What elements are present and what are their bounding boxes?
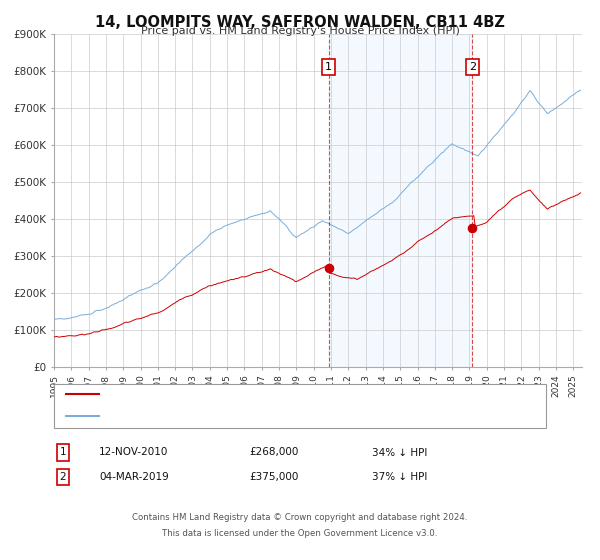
Point: [467, 223, 477, 232]
Point: [324, 263, 334, 272]
Text: 1: 1: [59, 447, 67, 458]
Text: 1: 1: [325, 62, 332, 72]
Text: 12-NOV-2010: 12-NOV-2010: [99, 447, 169, 458]
Text: 37% ↓ HPI: 37% ↓ HPI: [372, 472, 427, 482]
Text: 34% ↓ HPI: 34% ↓ HPI: [372, 447, 427, 458]
Text: HPI: Average price, detached house, Uttlesford: HPI: Average price, detached house, Uttl…: [106, 411, 340, 421]
Text: 14, LOOMPITS WAY, SAFFRON WALDEN, CB11 4BZ (detached house): 14, LOOMPITS WAY, SAFFRON WALDEN, CB11 4…: [106, 389, 446, 399]
Text: 2: 2: [469, 62, 476, 72]
Text: Price paid vs. HM Land Registry's House Price Index (HPI): Price paid vs. HM Land Registry's House …: [140, 26, 460, 36]
Text: 2: 2: [59, 472, 67, 482]
Text: 14, LOOMPITS WAY, SAFFRON WALDEN, CB11 4BZ: 14, LOOMPITS WAY, SAFFRON WALDEN, CB11 4…: [95, 15, 505, 30]
Text: Contains HM Land Registry data © Crown copyright and database right 2024.: Contains HM Land Registry data © Crown c…: [132, 513, 468, 522]
Text: 04-MAR-2019: 04-MAR-2019: [99, 472, 169, 482]
Bar: [329, 34, 472, 367]
Text: £375,000: £375,000: [249, 472, 298, 482]
Text: This data is licensed under the Open Government Licence v3.0.: This data is licensed under the Open Gov…: [163, 529, 437, 538]
Text: £268,000: £268,000: [249, 447, 298, 458]
